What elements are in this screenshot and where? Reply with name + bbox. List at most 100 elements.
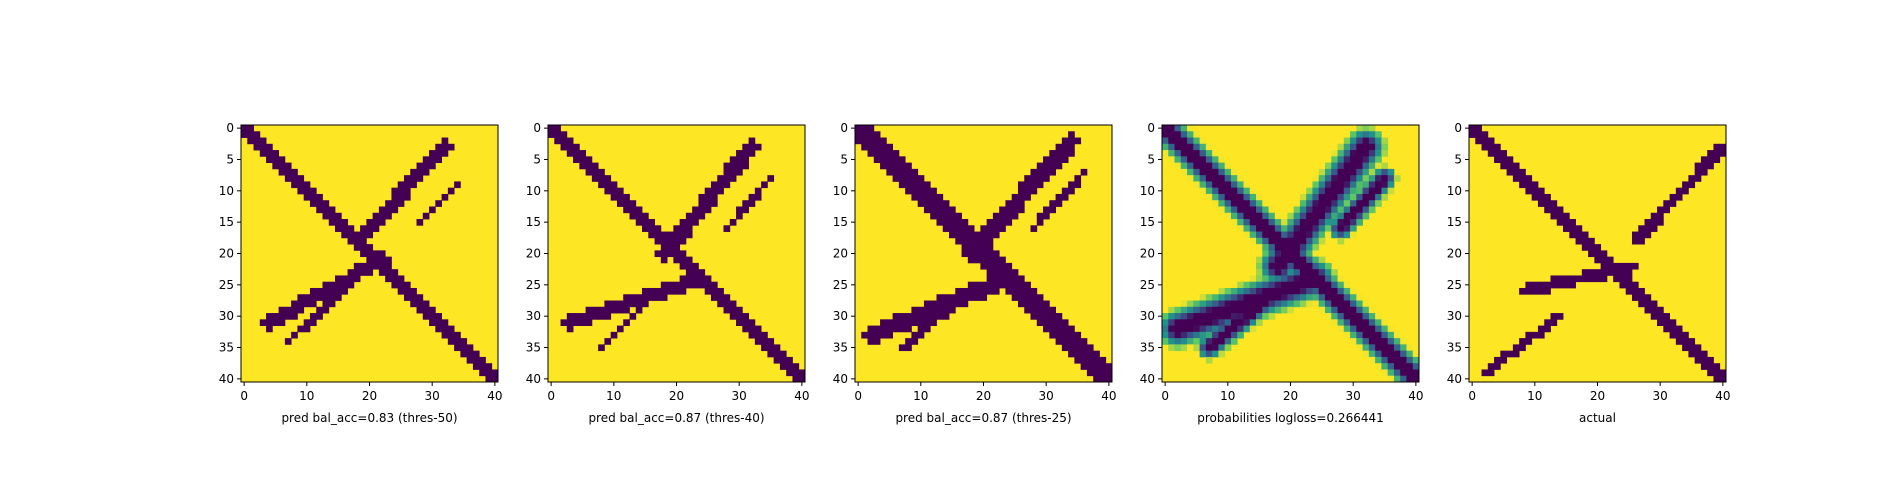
heatmap-cell (980, 250, 988, 258)
heatmap-cell (1256, 262, 1263, 270)
y-tick-label: 30 (219, 309, 234, 323)
heatmap-cell (1061, 319, 1069, 326)
heatmap-cell (616, 306, 624, 314)
heatmap-cell (485, 369, 493, 377)
heatmap-cell (729, 175, 737, 182)
heatmap-cell (1030, 168, 1038, 176)
heatmap-cell (1400, 338, 1407, 345)
heatmap-cell (1011, 275, 1019, 283)
heatmap-cell (366, 219, 374, 226)
heatmap-cell (1168, 313, 1175, 320)
heatmap-cell (1243, 206, 1251, 214)
heatmap-cell (1356, 137, 1363, 145)
heatmap-cell (1268, 237, 1276, 245)
heatmap-cell (1387, 338, 1395, 345)
y-tick-label: 35 (526, 341, 541, 355)
heatmap-cell (786, 356, 793, 364)
heatmap-cell (1068, 187, 1075, 195)
heatmap-cell (1299, 244, 1307, 251)
heatmap-cell (1061, 193, 1069, 201)
heatmap-cell (1256, 319, 1263, 326)
heatmap-cell (1224, 338, 1232, 345)
heatmap-cell (454, 338, 461, 345)
heatmap-cell (767, 350, 775, 358)
heatmap-cell (748, 319, 756, 326)
y-tick-label: 15 (219, 215, 234, 229)
heatmap-cell (917, 175, 925, 182)
heatmap-cell (1331, 156, 1338, 164)
heatmap-cell (723, 225, 731, 232)
heatmap-cell (1036, 175, 1044, 182)
heatmap-cell (1074, 137, 1082, 145)
x-tick-label: 10 (1220, 389, 1235, 403)
heatmap-cell (961, 300, 969, 308)
heatmap-cell (1544, 206, 1551, 214)
heatmap-cell (1306, 294, 1313, 301)
heatmap-cell (1362, 168, 1370, 176)
heatmap-cell (1193, 137, 1201, 145)
heatmap-cell (372, 225, 380, 232)
heatmap-cell (416, 168, 424, 176)
heatmap-cell (1594, 256, 1602, 264)
heatmap-cell (1381, 356, 1389, 364)
heatmap-cell (1381, 325, 1389, 333)
heatmap-cell (385, 269, 392, 276)
heatmap-cell (1368, 162, 1376, 170)
heatmap-cell (1324, 181, 1332, 189)
heatmap-cell (1193, 325, 1201, 333)
heatmap-cell (1256, 200, 1263, 207)
heatmap-cell (660, 231, 668, 239)
heatmap-cell (1537, 325, 1545, 333)
heatmap-cell (1324, 168, 1332, 176)
heatmap-cell (992, 225, 1000, 232)
heatmap-cell (454, 331, 461, 339)
heatmap-cell (1293, 206, 1301, 214)
heatmap-cell (403, 287, 411, 295)
heatmap-cell (967, 231, 975, 239)
heatmap-cell (1575, 231, 1583, 239)
heatmap-cell (1218, 168, 1226, 176)
heatmap-cell (328, 281, 336, 289)
heatmap-cell (266, 150, 273, 157)
heatmap-cell (1588, 269, 1595, 276)
y-tick-label: 35 (1140, 341, 1155, 355)
heatmap-cell (1249, 287, 1257, 295)
heatmap-cell (1281, 237, 1288, 245)
heatmap-cell (936, 300, 944, 308)
heatmap-cell (898, 175, 906, 182)
heatmap-cell (980, 237, 988, 245)
heatmap-cell (441, 137, 449, 145)
heatmap-cell (1274, 262, 1282, 270)
heatmap-cell (1631, 262, 1639, 270)
heatmap-cell (873, 143, 881, 151)
heatmap-cell (673, 250, 681, 258)
heatmap-cell (1368, 350, 1376, 358)
heatmap-cell (942, 206, 950, 214)
heatmap-cell (604, 187, 612, 195)
heatmap-cell (1256, 206, 1263, 214)
heatmap-cell (667, 287, 674, 295)
heatmap-cell (961, 237, 969, 245)
heatmap-cell (1556, 206, 1564, 214)
heatmap-cell (898, 168, 906, 176)
heatmap-cell (1350, 306, 1357, 314)
heatmap-cell (1180, 319, 1188, 326)
heatmap-cell (1506, 162, 1514, 170)
heatmap-cell (1212, 306, 1219, 314)
heatmap-cell (366, 244, 374, 251)
heatmap-cell (1224, 162, 1232, 170)
heatmap-cell (986, 244, 994, 251)
heatmap-cell (1205, 313, 1213, 320)
heatmap-cell (1544, 200, 1551, 207)
heatmap-cell (1306, 206, 1313, 214)
heatmap-cell (385, 206, 392, 214)
heatmap-cell (1387, 175, 1395, 182)
heatmap-cell (1036, 306, 1044, 314)
heatmap-cell (1312, 287, 1320, 295)
heatmap-cell (1331, 219, 1338, 226)
heatmap-cell (1306, 275, 1313, 283)
heatmap-cell (898, 313, 906, 320)
heatmap-cell (949, 231, 956, 239)
heatmap-cell (1281, 219, 1288, 226)
heatmap-cell (723, 306, 731, 314)
